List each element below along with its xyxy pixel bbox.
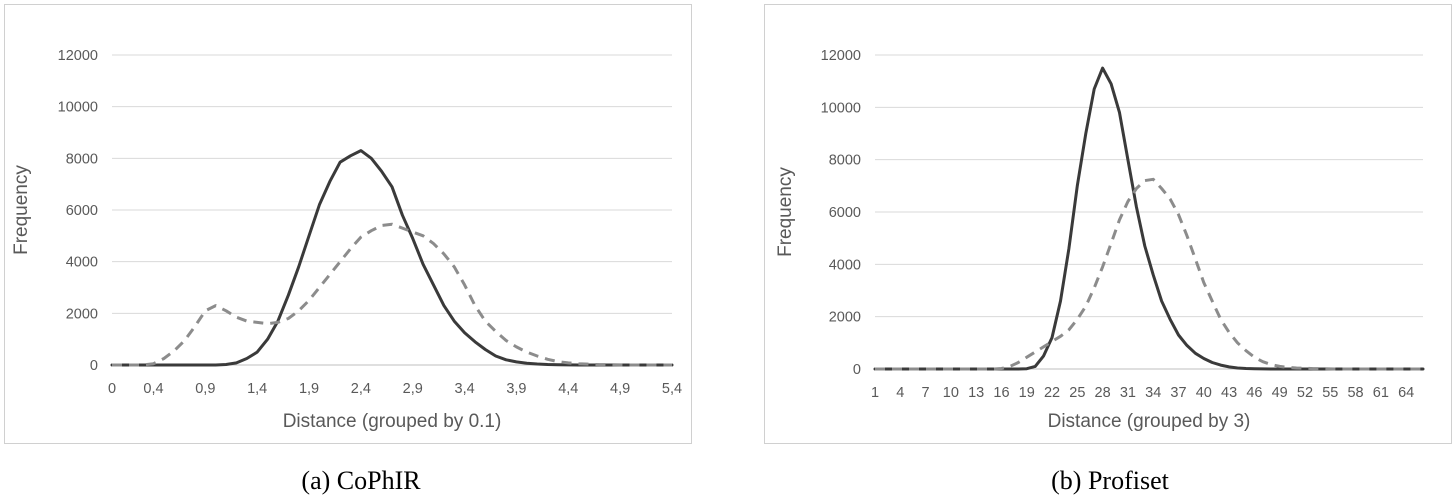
y-tick-label: 4000 (66, 255, 98, 271)
y-tick-label: 10000 (58, 100, 98, 116)
x-tick-label: 58 (1347, 385, 1363, 401)
x-tick-label: 5,4 (662, 381, 682, 397)
y-tick-label: 10000 (821, 100, 861, 116)
chart-panel-cophir: 0 2000 4000 6000 8000 10000 12000 0 0,4 0,9 1,4 1,9… (4, 4, 692, 444)
x-tick-label: 49 (1272, 385, 1288, 401)
chart-profiset: 0 2000 4000 6000 8000 10000 12000 1 4 7 10 13 16 19 22… (775, 48, 1425, 432)
y-tick-label: 6000 (66, 203, 98, 219)
x-tick-label: 4 (896, 385, 904, 401)
y-tick-label: 2000 (66, 306, 98, 322)
y-tick-label: 2000 (829, 310, 861, 326)
chart-panel-profiset: 0 2000 4000 6000 8000 10000 12000 1 4 7 10 13 16 19 22… (764, 4, 1452, 444)
x-tick-label: 10 (943, 385, 959, 401)
x-tick-label: 16 (993, 385, 1009, 401)
y-tick-label: 12000 (58, 48, 98, 64)
y-tick-label: 8000 (829, 153, 861, 169)
x-tick-label: 1,4 (247, 381, 267, 397)
x-tick-label: 43 (1221, 385, 1237, 401)
y-tick-label: 0 (853, 362, 861, 378)
caption-profiset: (b) Profiset (1051, 466, 1169, 495)
x-axis-label: Distance (grouped by 3) (1048, 411, 1251, 432)
x-tick-label: 4,4 (558, 381, 578, 397)
x-tick-label: 46 (1246, 385, 1262, 401)
y-tick-label: 8000 (66, 151, 98, 167)
x-tick-label: 37 (1170, 385, 1186, 401)
x-tick-label: 61 (1373, 385, 1389, 401)
series-line-solid (110, 149, 674, 367)
x-tick-label: 22 (1044, 385, 1060, 401)
x-tick-label: 0,4 (143, 381, 163, 397)
y-axis-label: Frequency (775, 167, 796, 257)
x-tick-label: 4,9 (610, 381, 630, 397)
chart-cophir: 0 2000 4000 6000 8000 10000 12000 0 0,4 0,9 1,4 1,9… (11, 48, 682, 432)
x-tick-label: 34 (1145, 385, 1161, 401)
x-tick-label: 1 (871, 385, 879, 401)
x-tick-label: 52 (1297, 385, 1313, 401)
y-tick-label: 6000 (829, 205, 861, 221)
x-tick-label: 3,9 (506, 381, 526, 397)
series-line-solid (873, 66, 1425, 371)
x-tick-label: 19 (1019, 385, 1035, 401)
x-tick-label: 28 (1095, 385, 1111, 401)
x-tick-label: 40 (1196, 385, 1212, 401)
x-tick-label: 0 (108, 381, 116, 397)
x-axis-label: Distance (grouped by 0.1) (283, 411, 502, 432)
x-tick-label: 31 (1120, 385, 1136, 401)
x-tick-label: 0,9 (195, 381, 215, 397)
x-tick-label: 2,4 (351, 381, 371, 397)
y-axis-label: Frequency (11, 165, 32, 255)
x-tick-label: 3,4 (455, 381, 475, 397)
x-tick-label: 55 (1322, 385, 1338, 401)
y-tick-label: 12000 (821, 48, 861, 64)
x-tick-label: 13 (968, 385, 984, 401)
y-tick-label: 0 (90, 358, 98, 374)
series-line-dashed (112, 222, 672, 367)
x-tick-label: 1,9 (299, 381, 319, 397)
y-tick-label: 4000 (829, 257, 861, 273)
x-tick-label: 64 (1398, 385, 1414, 401)
x-tick-label: 25 (1069, 385, 1085, 401)
caption-cophir: (a) CoPhIR (301, 466, 421, 495)
series-line-dashed (875, 177, 1423, 371)
x-tick-label: 7 (922, 385, 930, 401)
x-tick-label: 2,9 (403, 381, 423, 397)
